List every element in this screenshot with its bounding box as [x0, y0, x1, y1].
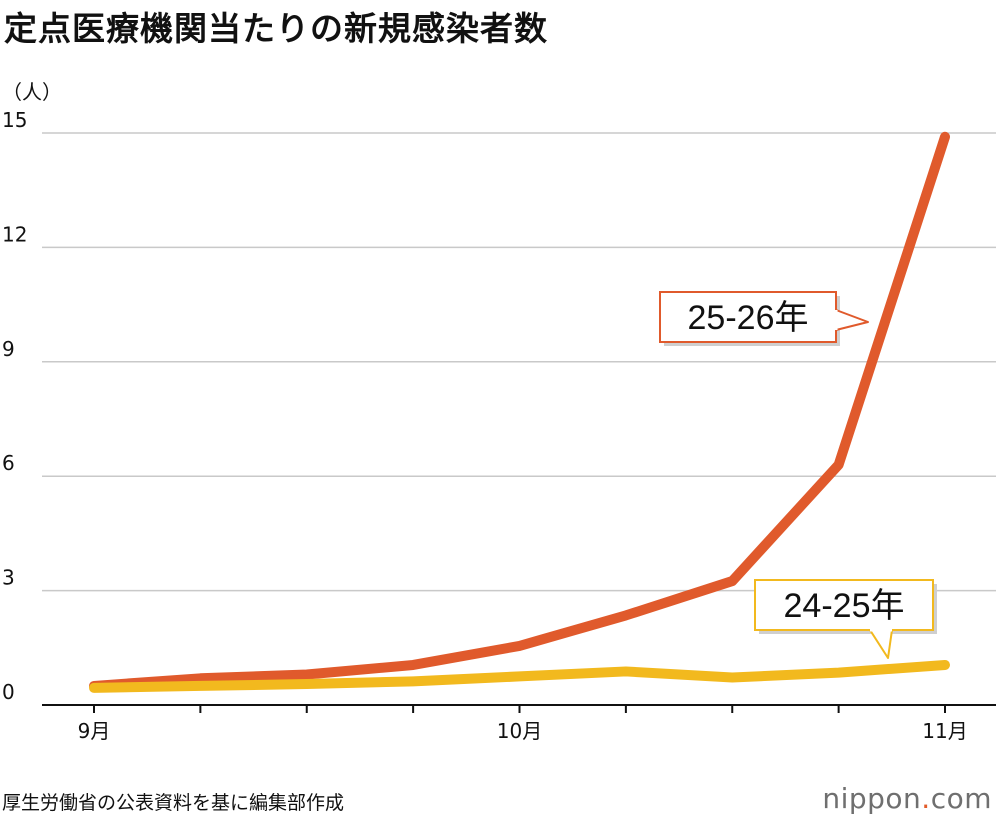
x-tick-label-5: 10月: [497, 719, 542, 743]
series-lines: [89, 131, 950, 693]
callout-pointer: [869, 629, 893, 659]
x-tick-label-1: 9月: [78, 719, 111, 743]
callout-pointer: [835, 309, 869, 331]
callout-1: 25-26年: [659, 291, 869, 346]
series-callouts: 25-26年 24-25年: [659, 291, 937, 659]
y-tick-labels: 0 3 6 9 12 15: [2, 108, 27, 704]
y-tick-label-9: 9: [2, 337, 15, 361]
callout-2: 24-25年: [754, 579, 937, 659]
source-note: 厚生労働省の公表資料を基に編集部作成: [2, 792, 345, 814]
x-tick-label-9: 11月: [922, 719, 967, 743]
y-tick-label-6: 6: [2, 451, 15, 475]
chart-title: 定点医療機関当たりの新規感染者数: [4, 9, 548, 48]
y-tick-label-3: 3: [2, 566, 15, 590]
y-tick-label-15: 15: [2, 108, 27, 132]
brand-dot: .: [921, 782, 931, 815]
brand-logo: nippon.com: [822, 782, 992, 815]
callout-box: [754, 579, 934, 631]
brand-name: nippon: [822, 782, 922, 815]
callout-box: [659, 291, 837, 343]
series-line-1: [89, 131, 950, 691]
brand-domain: com: [930, 782, 992, 815]
series-line-2: [89, 659, 950, 693]
grid-lines: [42, 132, 996, 592]
x-axis: 9月 10月 11月: [42, 704, 996, 743]
y-tick-label-12: 12: [2, 222, 27, 246]
y-axis-unit: （人）: [2, 80, 62, 104]
callout-label: 24-25年: [784, 587, 905, 625]
callout-label: 25-26年: [688, 299, 809, 337]
y-tick-label-0: 0: [2, 680, 15, 704]
